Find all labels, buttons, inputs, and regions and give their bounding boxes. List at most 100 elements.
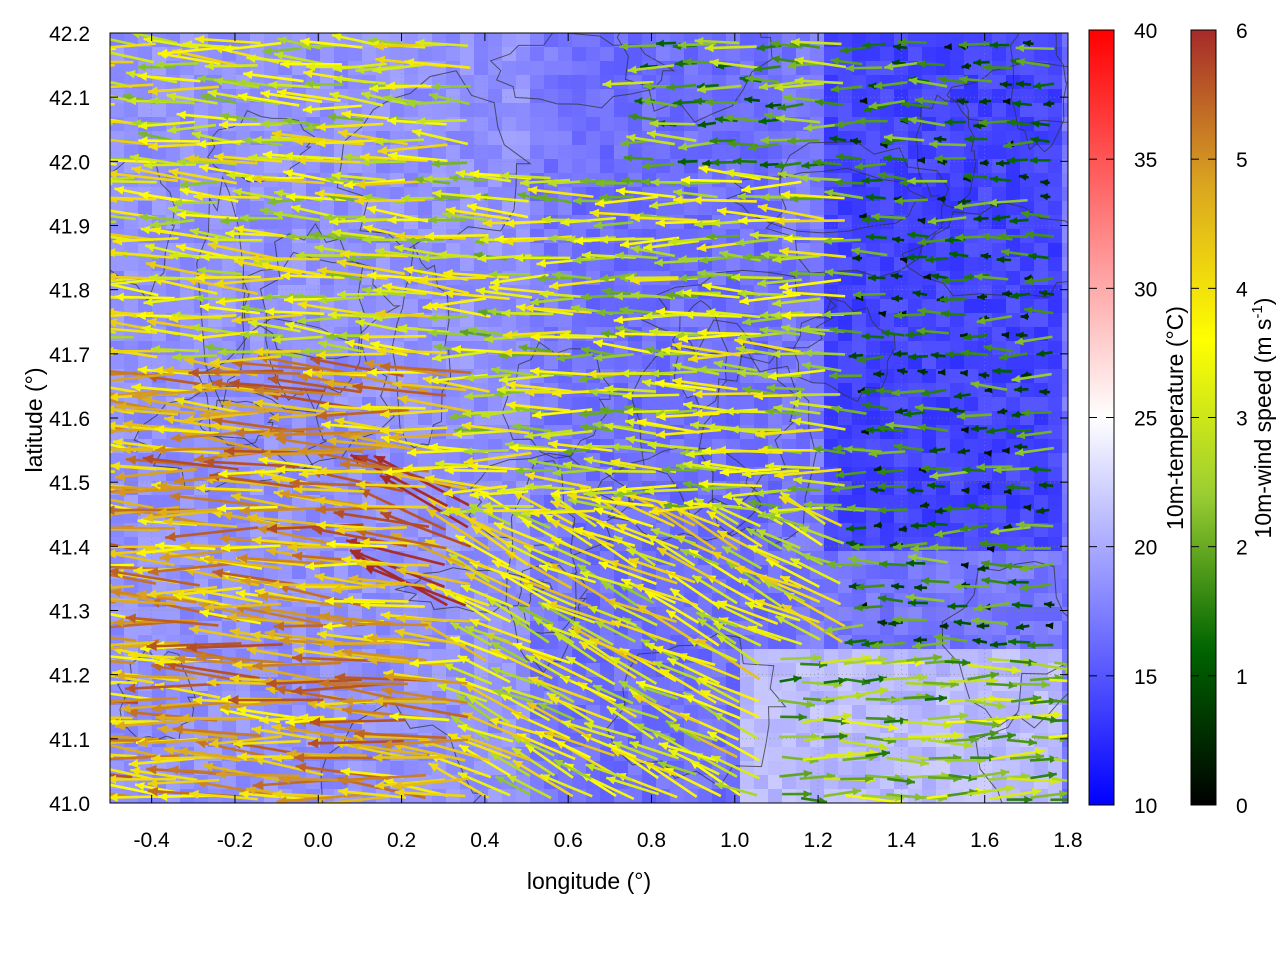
temperature-cell xyxy=(852,201,867,216)
temperature-cell xyxy=(754,397,769,412)
temperature-cell xyxy=(1062,551,1068,566)
temperature-cell xyxy=(908,439,923,454)
temperature-cell xyxy=(390,719,405,734)
temperature-cell xyxy=(1062,145,1068,160)
temperature-cell xyxy=(824,33,839,48)
temperature-cell xyxy=(894,103,909,118)
temperature-cell xyxy=(1048,313,1063,328)
temperature-cell xyxy=(1034,257,1049,272)
temperature-cell xyxy=(418,355,433,370)
temperature-cell xyxy=(446,145,461,160)
temperature-cell xyxy=(754,705,769,720)
temperature-cell xyxy=(404,663,419,678)
temperature-cell xyxy=(460,355,475,370)
temperature-cell xyxy=(376,719,391,734)
temperature-cell xyxy=(866,495,881,510)
temperature-cell xyxy=(544,75,559,90)
temperature-cell xyxy=(124,369,139,384)
temperature-cell xyxy=(516,61,531,76)
temperature-cell xyxy=(474,103,489,118)
temperature-cell xyxy=(684,243,699,258)
temperature-cell xyxy=(1062,369,1068,384)
temperature-cell xyxy=(544,257,559,272)
temperature-cell xyxy=(740,131,755,146)
temperature-cell xyxy=(586,145,601,160)
temperature-cell xyxy=(936,201,951,216)
temperature-cell xyxy=(236,103,251,118)
temperature-cell xyxy=(908,453,923,468)
temperature-cell xyxy=(922,117,937,132)
temperature-cell xyxy=(558,397,573,412)
temperature-cell xyxy=(796,425,811,440)
temperature-cell xyxy=(1048,285,1063,300)
temperature-cell xyxy=(152,285,167,300)
temperature-cell xyxy=(530,103,545,118)
temperature-cell xyxy=(782,761,797,776)
temperature-cell xyxy=(376,299,391,314)
temperature-cell xyxy=(866,621,881,636)
temperature-cell xyxy=(894,355,909,370)
temperature-cell xyxy=(376,257,391,272)
temperature-cell xyxy=(1034,607,1049,622)
temperature-cell xyxy=(880,579,895,594)
temperature-cell xyxy=(460,89,475,104)
temperature-cell xyxy=(838,509,853,524)
temperature-cell xyxy=(460,243,475,258)
temperature-cell xyxy=(278,103,293,118)
temperature-cell xyxy=(110,355,125,370)
temperature-cell xyxy=(894,159,909,174)
temperature-cell xyxy=(992,117,1007,132)
temperature-cell xyxy=(474,61,489,76)
temperature-cell xyxy=(544,131,559,146)
temperature-cell xyxy=(376,327,391,342)
temperature-cell xyxy=(894,481,909,496)
temperature-cell xyxy=(334,47,349,62)
temperature-cell xyxy=(740,775,755,790)
temperature-cell xyxy=(684,145,699,160)
temperature-cell xyxy=(656,61,671,76)
temperature-cell xyxy=(754,649,769,664)
temperature-cell xyxy=(544,635,559,650)
temperature-cell xyxy=(1062,229,1068,244)
temperature-cell xyxy=(922,789,937,803)
temperature-cell xyxy=(138,411,153,426)
temperature-cell xyxy=(488,257,503,272)
temperature-cell xyxy=(866,537,881,552)
temperature-cell xyxy=(894,47,909,62)
temperature-cell xyxy=(712,47,727,62)
temperature-cell xyxy=(1034,397,1049,412)
temperature-cell xyxy=(1034,635,1049,650)
temperature-cell xyxy=(824,145,839,160)
temperature-cell xyxy=(838,313,853,328)
temperature-cell xyxy=(964,285,979,300)
temperature-cell xyxy=(432,663,447,678)
temperature-cell xyxy=(628,201,643,216)
temperature-cell xyxy=(362,761,377,776)
temperature-cell xyxy=(782,453,797,468)
temperature-cell xyxy=(866,299,881,314)
temperature-cell xyxy=(1048,495,1063,510)
temperature-cell xyxy=(698,103,713,118)
temperature-cell xyxy=(852,523,867,538)
temperature-cell xyxy=(1062,579,1068,594)
temperature-cell xyxy=(320,649,335,664)
temperature-cell xyxy=(1062,705,1068,720)
temperature-cell xyxy=(572,47,587,62)
temperature-cell xyxy=(754,537,769,552)
temperature-cell xyxy=(768,733,783,748)
temperature-cell xyxy=(544,313,559,328)
temperature-cell xyxy=(838,775,853,790)
temperature-cell xyxy=(866,117,881,132)
temperature-cell xyxy=(446,103,461,118)
temperature-cell xyxy=(796,663,811,678)
temperature-cell xyxy=(292,103,307,118)
temperature-cell xyxy=(880,537,895,552)
temperature-cell xyxy=(404,341,419,356)
temperature-cell xyxy=(852,103,867,118)
temperature-cell xyxy=(544,201,559,216)
temperature-cell xyxy=(572,173,587,188)
temperature-cell xyxy=(838,579,853,594)
temperature-cell xyxy=(838,33,853,48)
temperature-cell xyxy=(180,761,195,776)
temperature-cell xyxy=(110,257,125,272)
